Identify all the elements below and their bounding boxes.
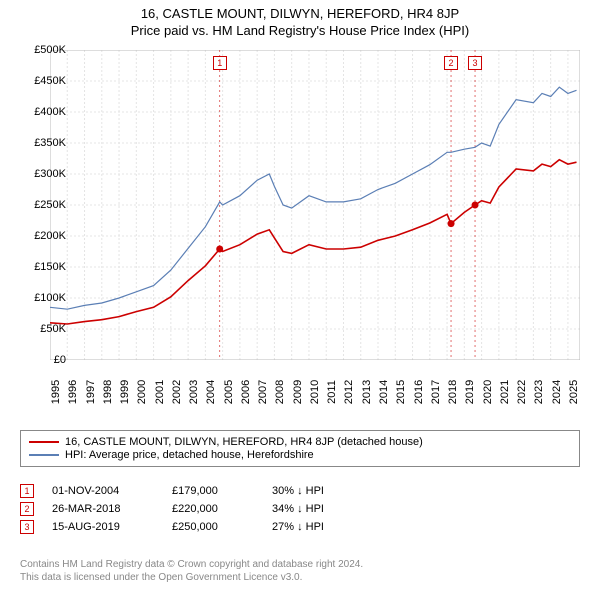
title-address: 16, CASTLE MOUNT, DILWYN, HEREFORD, HR4 … xyxy=(0,6,600,21)
sale-marker-box: 3 xyxy=(20,520,34,534)
x-tick-label: 2023 xyxy=(533,380,545,404)
y-tick-label: £100K xyxy=(16,292,66,304)
x-tick-label: 2024 xyxy=(551,380,563,404)
y-tick-label: £50K xyxy=(16,323,66,335)
x-tick-label: 1998 xyxy=(102,380,114,404)
y-tick-label: £450K xyxy=(16,75,66,87)
x-tick-label: 2000 xyxy=(136,380,148,404)
sale-delta: 30% ↓ HPI xyxy=(272,485,392,497)
x-tick-label: 2009 xyxy=(292,380,304,404)
y-tick-label: £150K xyxy=(16,261,66,273)
x-tick-label: 2025 xyxy=(568,380,580,404)
y-tick-label: £350K xyxy=(16,137,66,149)
x-tick-label: 1999 xyxy=(119,380,131,404)
sale-marker-box: 1 xyxy=(20,484,34,498)
y-tick-label: £250K xyxy=(16,199,66,211)
sale-marker-box: 2 xyxy=(20,502,34,516)
sale-marker-3: 3 xyxy=(468,56,482,70)
y-tick-label: £400K xyxy=(16,106,66,118)
sale-price: £220,000 xyxy=(172,503,272,515)
x-tick-label: 2020 xyxy=(482,380,494,404)
sale-row: 1 01-NOV-2004£179,00030% ↓ HPI xyxy=(20,484,392,498)
x-tick-label: 2010 xyxy=(309,380,321,404)
chart-svg xyxy=(50,50,580,360)
footer: Contains HM Land Registry data © Crown c… xyxy=(20,558,363,584)
x-tick-label: 2017 xyxy=(430,380,442,404)
x-tick-label: 2007 xyxy=(257,380,269,404)
x-tick-label: 2002 xyxy=(171,380,183,404)
sale-date: 15-AUG-2019 xyxy=(52,521,172,533)
legend-label: 16, CASTLE MOUNT, DILWYN, HEREFORD, HR4 … xyxy=(65,436,423,448)
footer-line1: Contains HM Land Registry data © Crown c… xyxy=(20,558,363,571)
legend-item: HPI: Average price, detached house, Here… xyxy=(29,449,571,461)
x-tick-label: 2005 xyxy=(223,380,235,404)
footer-line2: This data is licensed under the Open Gov… xyxy=(20,571,363,584)
x-tick-label: 2018 xyxy=(447,380,459,404)
x-tick-label: 2011 xyxy=(326,380,338,404)
x-tick-label: 2013 xyxy=(361,380,373,404)
legend-item: 16, CASTLE MOUNT, DILWYN, HEREFORD, HR4 … xyxy=(29,436,571,448)
sales-table: 1 01-NOV-2004£179,00030% ↓ HPI 2 26-MAR-201… xyxy=(20,480,392,538)
sale-date: 26-MAR-2018 xyxy=(52,503,172,515)
sale-row: 3 15-AUG-2019£250,00027% ↓ HPI xyxy=(20,520,392,534)
y-tick-label: £200K xyxy=(16,230,66,242)
y-tick-label: £300K xyxy=(16,168,66,180)
y-tick-label: £500K xyxy=(16,44,66,56)
chart-container: 16, CASTLE MOUNT, DILWYN, HEREFORD, HR4 … xyxy=(0,0,600,590)
x-tick-label: 2022 xyxy=(516,380,528,404)
x-tick-label: 1996 xyxy=(67,380,79,404)
legend-label: HPI: Average price, detached house, Here… xyxy=(65,449,314,461)
sale-marker-1: 1 xyxy=(213,56,227,70)
x-tick-label: 2021 xyxy=(499,380,511,404)
sale-marker-2: 2 xyxy=(444,56,458,70)
x-tick-label: 2006 xyxy=(240,380,252,404)
chart-area: 1 23 xyxy=(50,50,580,360)
x-tick-label: 2012 xyxy=(343,380,355,404)
sale-delta: 34% ↓ HPI xyxy=(272,503,392,515)
x-tick-label: 1997 xyxy=(85,380,97,404)
title-subtitle: Price paid vs. HM Land Registry's House … xyxy=(0,23,600,38)
sale-price: £250,000 xyxy=(172,521,272,533)
legend-swatch xyxy=(29,441,59,443)
x-tick-label: 2004 xyxy=(205,380,217,404)
legend-swatch xyxy=(29,454,59,456)
x-tick-label: 1995 xyxy=(50,380,62,404)
sale-row: 2 26-MAR-2018£220,00034% ↓ HPI xyxy=(20,502,392,516)
sale-delta: 27% ↓ HPI xyxy=(272,521,392,533)
sale-price: £179,000 xyxy=(172,485,272,497)
title-block: 16, CASTLE MOUNT, DILWYN, HEREFORD, HR4 … xyxy=(0,0,600,38)
sale-date: 01-NOV-2004 xyxy=(52,485,172,497)
x-tick-label: 2008 xyxy=(274,380,286,404)
x-tick-label: 2001 xyxy=(154,380,166,404)
x-tick-label: 2014 xyxy=(378,380,390,404)
x-tick-label: 2016 xyxy=(413,380,425,404)
x-tick-label: 2003 xyxy=(188,380,200,404)
legend: 16, CASTLE MOUNT, DILWYN, HEREFORD, HR4 … xyxy=(20,430,580,467)
x-tick-label: 2015 xyxy=(395,380,407,404)
y-tick-label: £0 xyxy=(16,354,66,366)
x-tick-label: 2019 xyxy=(464,380,476,404)
